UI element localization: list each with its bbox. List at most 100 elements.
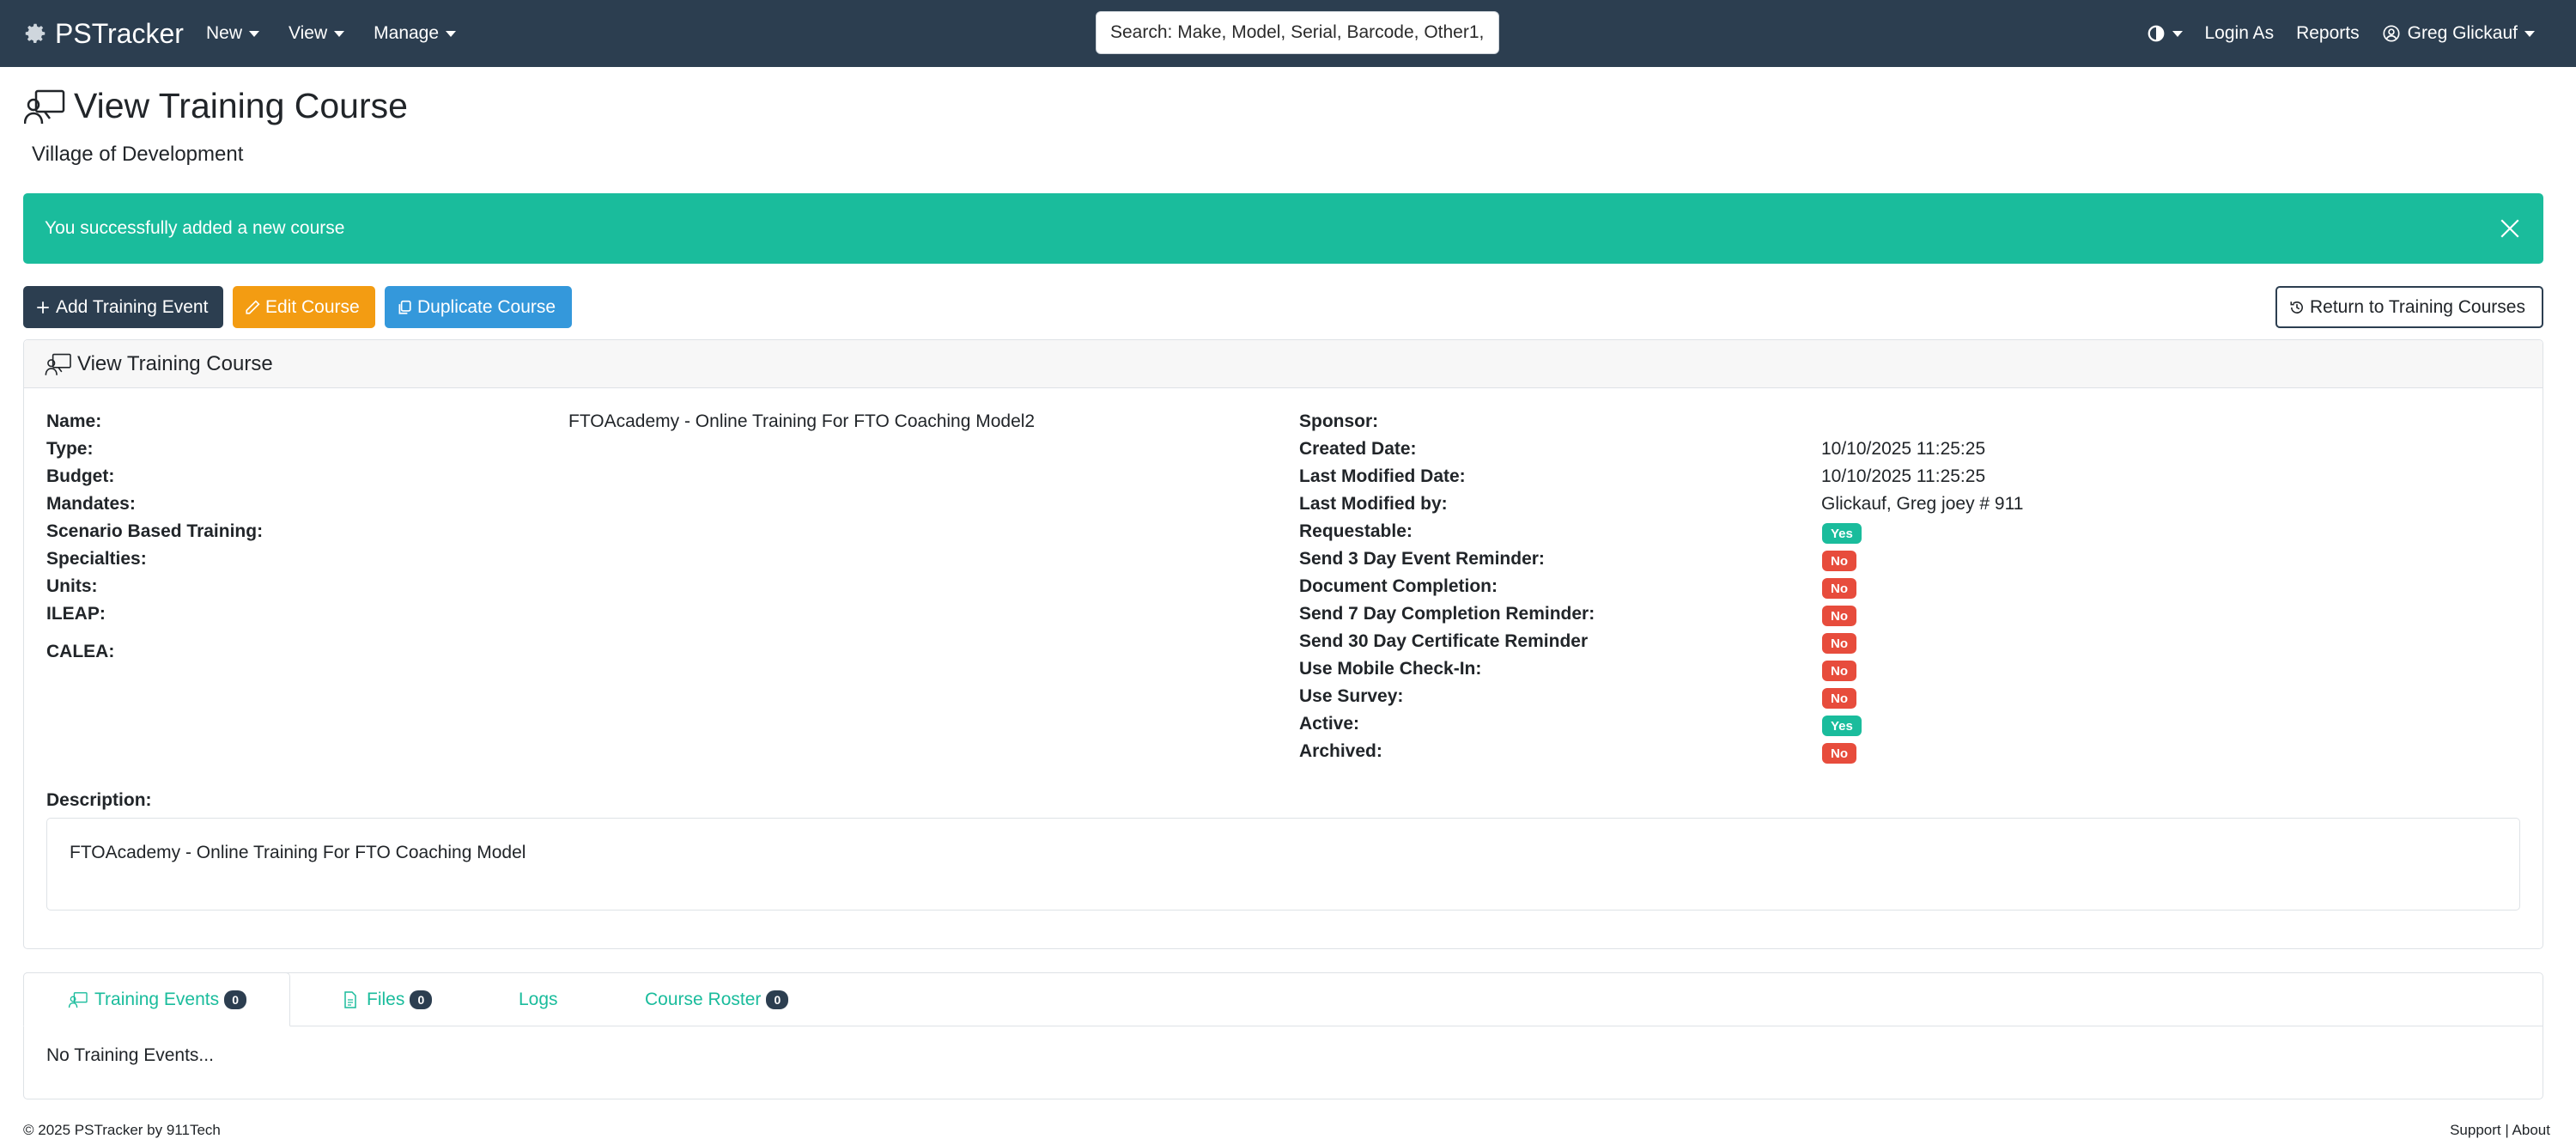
training-events-count-badge: 0	[224, 990, 247, 1009]
ileap-label: ILEAP:	[46, 604, 106, 624]
duplicate-course-button[interactable]: Duplicate Course	[385, 286, 572, 328]
last-modified-by-value: Glickauf, Greg joey # 911	[1821, 494, 2024, 514]
document-completion-label: Document Completion:	[1299, 576, 1498, 596]
card-header: View Training Course	[24, 340, 2543, 388]
reports-link[interactable]: Reports	[2296, 23, 2360, 43]
archived-badge: No	[1822, 743, 1856, 764]
history-icon	[2290, 301, 2303, 314]
return-to-training-courses-button[interactable]: Return to Training Courses	[2275, 286, 2543, 328]
agency-name: Village of Development	[32, 143, 244, 166]
nav-manage-menu[interactable]: Manage	[374, 23, 457, 44]
no-training-events-message: No Training Events...	[46, 1045, 214, 1065]
requestable-badge: Yes	[1822, 523, 1862, 544]
type-label: Type:	[46, 439, 94, 459]
chevron-down-icon	[249, 30, 260, 37]
active-label: Active:	[1299, 714, 1360, 734]
chevron-down-icon	[2172, 30, 2183, 37]
tab-course-roster[interactable]: Course Roster 0	[645, 973, 789, 1026]
file-icon	[344, 991, 356, 1008]
description-box: FTOAcademy - Online Training For FTO Coa…	[46, 818, 2520, 911]
last-modified-by-label: Last Modified by:	[1299, 494, 1448, 514]
user-menu[interactable]: Greg Glickauf	[2382, 23, 2535, 44]
sponsor-label: Sponsor:	[1299, 411, 1379, 431]
brand-name: PSTracker	[55, 17, 184, 49]
card-title: View Training Course	[77, 351, 273, 375]
calea-label: CALEA:	[46, 642, 115, 661]
close-icon[interactable]	[2499, 217, 2521, 240]
send-3-day-reminder-badge: No	[1822, 551, 1856, 571]
requestable-label: Requestable:	[1299, 521, 1413, 541]
active-badge: Yes	[1822, 716, 1862, 736]
course-tabs-panel: Training Events 0 Files 0 Logs Course Ro…	[23, 972, 2543, 1099]
success-alert: You successfully added a new course	[23, 193, 2543, 264]
send-30-day-reminder-label: Send 30 Day Certificate Reminder	[1299, 631, 1589, 651]
description-label: Description:	[46, 790, 152, 810]
tab-files-label: Files	[367, 990, 405, 1009]
send-3-day-reminder-label: Send 3 Day Event Reminder:	[1299, 549, 1545, 569]
tab-training-events[interactable]: Training Events 0	[23, 972, 291, 1026]
return-label: Return to Training Courses	[2310, 296, 2525, 317]
nav-manage-label: Manage	[374, 23, 440, 43]
budget-label: Budget:	[46, 466, 115, 486]
top-navbar: PSTracker New View Manage Login As Repor…	[0, 0, 2576, 67]
created-date-value: 10/10/2025 11:25:25	[1821, 439, 1986, 459]
edit-course-button[interactable]: Edit Course	[233, 286, 375, 328]
use-mobile-checkin-badge: No	[1822, 661, 1856, 681]
send-30-day-reminder-badge: No	[1822, 633, 1856, 654]
chevron-down-icon	[446, 30, 457, 37]
files-count-badge: 0	[410, 990, 433, 1009]
nav-new-label: New	[206, 23, 243, 43]
alert-message: You successfully added a new course	[45, 218, 345, 238]
course-detail-card: View Training Course Name: FTOAcademy - …	[23, 339, 2543, 949]
archived-label: Archived:	[1299, 741, 1382, 761]
chevron-down-icon	[2524, 30, 2535, 37]
footer-links[interactable]: Support | About	[2450, 1122, 2550, 1138]
edit-course-label: Edit Course	[265, 296, 360, 317]
tab-logs[interactable]: Logs	[519, 973, 558, 1026]
tab-course-roster-label: Course Roster	[645, 990, 762, 1009]
brand[interactable]: PSTracker	[22, 0, 184, 67]
use-survey-badge: No	[1822, 688, 1856, 709]
page-header: View Training Course	[24, 86, 408, 126]
name-label: Name:	[46, 411, 102, 431]
user-name: Greg Glickauf	[2407, 23, 2518, 43]
last-modified-date-label: Last Modified Date:	[1299, 466, 1466, 486]
specialties-label: Specialties:	[46, 549, 147, 569]
units-label: Units:	[46, 576, 98, 596]
add-training-event-label: Add Training Event	[56, 296, 209, 317]
nav-view-menu[interactable]: View	[289, 23, 345, 44]
nav-view-label: View	[289, 23, 328, 43]
pencil-icon	[246, 299, 260, 314]
name-value: FTOAcademy - Online Training For FTO Coa…	[568, 411, 1036, 431]
gear-logo-icon	[25, 23, 46, 44]
created-date-label: Created Date:	[1299, 439, 1417, 459]
contrast-icon	[2148, 25, 2164, 42]
nav-new-menu[interactable]: New	[206, 23, 260, 44]
send-7-day-reminder-badge: No	[1822, 606, 1856, 626]
search-input[interactable]	[1096, 11, 1499, 54]
use-survey-label: Use Survey:	[1299, 686, 1404, 706]
plus-icon	[37, 301, 49, 314]
tab-files[interactable]: Files 0	[339, 973, 433, 1026]
last-modified-date-value: 10/10/2025 11:25:25	[1821, 466, 1986, 486]
tab-bar: Training Events 0 Files 0 Logs Course Ro…	[23, 972, 2543, 1026]
copy-icon	[398, 300, 411, 314]
training-course-icon	[68, 991, 88, 1008]
training-course-icon	[45, 353, 71, 375]
login-as-link[interactable]: Login As	[2204, 23, 2275, 43]
training-course-icon	[24, 89, 65, 124]
duplicate-course-label: Duplicate Course	[417, 296, 556, 317]
copyright-text: © 2025 PSTracker by 911Tech	[23, 1122, 221, 1138]
use-mobile-checkin-label: Use Mobile Check-In:	[1299, 659, 1482, 679]
tab-training-events-label: Training Events	[94, 989, 220, 1009]
document-completion-badge: No	[1822, 578, 1856, 599]
tab-logs-label: Logs	[519, 990, 558, 1009]
theme-toggle[interactable]	[2147, 24, 2183, 43]
add-training-event-button[interactable]: Add Training Event	[23, 286, 223, 328]
send-7-day-reminder-label: Send 7 Day Completion Reminder:	[1299, 604, 1595, 624]
mandates-label: Mandates:	[46, 494, 136, 514]
chevron-down-icon	[334, 30, 345, 37]
course-roster-count-badge: 0	[766, 990, 789, 1009]
page-title: View Training Course	[74, 86, 408, 125]
user-circle-icon	[2383, 25, 2400, 42]
